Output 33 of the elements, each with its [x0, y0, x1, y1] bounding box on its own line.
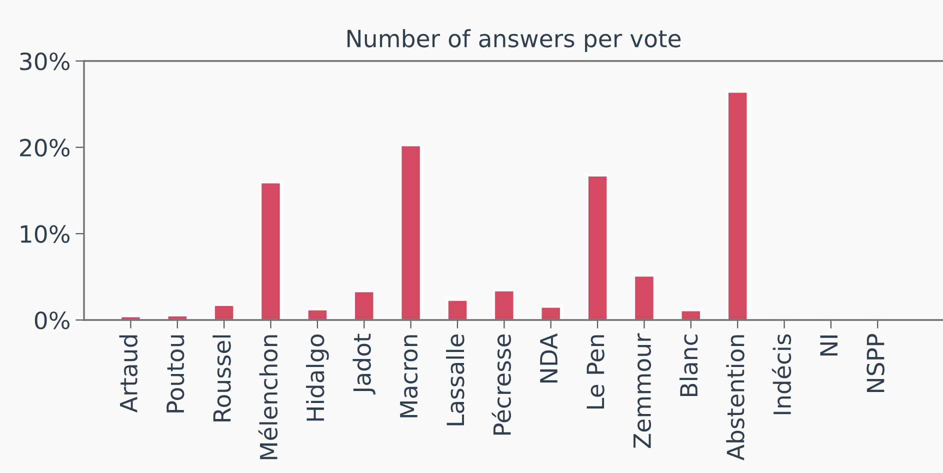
x-tick-label: Artaud: [119, 335, 138, 413]
x-tick-label: Mélenchon: [258, 335, 278, 460]
y-tick-label: 0%: [34, 311, 70, 330]
x-tick-label: Jadot: [352, 334, 376, 395]
x-tick-label: Le Pen: [586, 335, 604, 409]
x-tick-label: Abstention: [726, 335, 744, 460]
x-tick-label: Macron: [400, 335, 418, 418]
x-tick-label: Blanc: [679, 334, 698, 396]
bar: [587, 175, 608, 320]
x-tick-label: Pécresse: [492, 334, 512, 435]
x-tick-label: Roussel: [212, 335, 231, 422]
bar: [400, 144, 422, 320]
bar: [260, 182, 282, 320]
bar: [727, 91, 748, 320]
bar: [306, 308, 328, 320]
x-tick-label: Indécis: [772, 334, 792, 414]
bar: [634, 275, 655, 320]
bar: [214, 304, 235, 320]
bar: [540, 306, 562, 320]
x-tick-label: NSPP: [866, 334, 884, 392]
x-tick-label: Hidalgo: [306, 334, 329, 421]
y-tick-label: 20%: [20, 138, 70, 157]
x-tick-label: NDA: [540, 333, 558, 382]
bar: [494, 290, 515, 320]
x-tick-label: Lassalle: [446, 334, 464, 426]
bar: [446, 299, 468, 320]
y-tick-label: 10%: [20, 225, 70, 243]
x-tick-label: Poutou: [166, 335, 184, 412]
x-tick-label: NI: [820, 336, 838, 356]
x-tick-label: Zemmour: [634, 333, 652, 448]
bar: [354, 290, 375, 320]
chart-title: Number of answers per vote: [348, 29, 681, 52]
y-tick-label: 30%: [20, 52, 70, 70]
